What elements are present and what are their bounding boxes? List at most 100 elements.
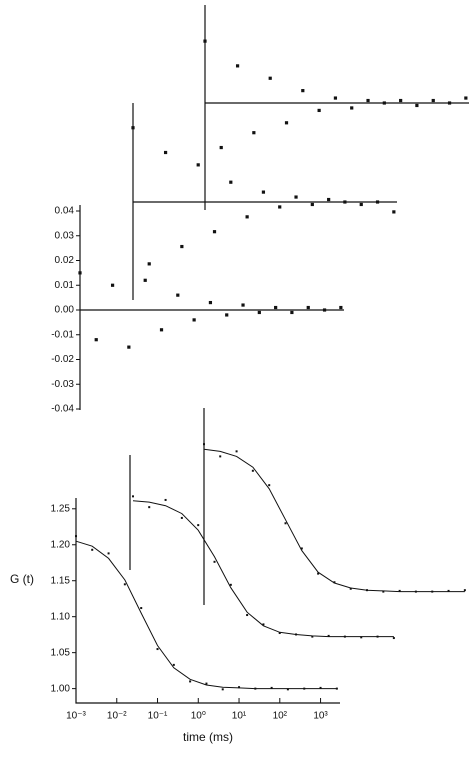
data-point	[392, 210, 396, 214]
x-tick-label: 10¹	[232, 711, 247, 722]
data-point	[317, 572, 320, 575]
data-point	[319, 686, 322, 689]
data-point	[203, 39, 207, 43]
data-point	[180, 244, 184, 249]
y-tick-label: -0.03	[51, 379, 74, 390]
data-point	[176, 293, 180, 297]
data-point	[376, 635, 379, 638]
y-axis-label: G (t)	[10, 572, 34, 586]
data-point	[189, 680, 192, 683]
data-point	[241, 303, 245, 307]
data-point	[131, 126, 135, 130]
data-point	[208, 300, 213, 305]
data-point	[382, 101, 386, 105]
y-tick-label: 1.20	[51, 539, 71, 550]
y-tick-label: 0.02	[55, 255, 75, 266]
data-point	[415, 103, 419, 108]
data-point	[392, 637, 395, 640]
data-point	[261, 190, 266, 194]
y-tick-label: 0.01	[55, 280, 75, 291]
data-point	[447, 589, 450, 592]
data-point	[172, 663, 175, 666]
data-point	[212, 230, 217, 234]
data-point	[252, 131, 256, 135]
data-point	[219, 145, 223, 150]
data-point	[322, 308, 327, 312]
data-point	[163, 150, 168, 155]
x-tick-label: 10³	[313, 711, 328, 722]
data-point	[317, 108, 321, 113]
y-tick-label: -0.01	[51, 329, 74, 340]
y-tick-label: 0.00	[55, 305, 75, 316]
data-point	[148, 506, 151, 509]
data-point	[306, 305, 310, 310]
data-point	[343, 635, 346, 638]
data-point	[91, 548, 94, 551]
data-point	[246, 614, 249, 617]
data-point	[294, 195, 298, 199]
data-point	[300, 547, 303, 550]
data-point	[156, 648, 159, 651]
data-point	[360, 636, 363, 639]
data-point	[268, 76, 272, 80]
fit-line	[75, 540, 337, 690]
data-point	[203, 443, 205, 446]
data-point	[262, 623, 265, 626]
y-tick-label: 0.03	[55, 230, 75, 241]
data-point	[213, 560, 216, 563]
data-point	[147, 262, 151, 266]
data-point	[278, 632, 281, 635]
data-point	[245, 215, 249, 219]
data-point	[78, 271, 82, 275]
data-point	[414, 590, 417, 593]
data-point	[132, 495, 134, 498]
data-point	[343, 200, 347, 204]
data-point	[284, 522, 287, 525]
data-point	[229, 583, 232, 586]
data-point	[143, 278, 147, 282]
data-point	[303, 687, 306, 690]
data-point	[123, 583, 126, 586]
data-point	[333, 96, 338, 100]
data-point	[333, 581, 336, 584]
data-point	[94, 338, 98, 342]
data-point	[107, 552, 110, 555]
data-point	[140, 607, 143, 610]
data-point	[229, 180, 233, 184]
data-point	[375, 200, 380, 204]
data-point	[350, 106, 354, 110]
data-point	[327, 197, 331, 202]
data-point	[225, 313, 229, 317]
data-point	[278, 205, 282, 209]
data-point	[192, 318, 196, 322]
data-point	[286, 688, 289, 691]
x-axis-label: time (ms)	[183, 730, 233, 744]
data-point	[274, 305, 278, 310]
data-point	[251, 469, 254, 472]
y-tick-label: 0.04	[55, 206, 75, 217]
data-point	[311, 635, 314, 638]
data-point	[254, 687, 257, 690]
data-point	[238, 686, 241, 689]
data-point	[310, 202, 314, 207]
x-tick-label: 10²	[273, 711, 288, 722]
data-point	[349, 587, 352, 590]
y-tick-label: 1.00	[51, 683, 71, 694]
data-point	[164, 498, 167, 501]
data-point	[447, 101, 452, 105]
x-tick-label: 10⁻¹	[148, 711, 168, 722]
data-point	[196, 163, 200, 167]
data-point	[339, 305, 343, 310]
fit-line	[132, 500, 394, 638]
data-point	[301, 89, 305, 93]
x-tick-label: 10⁻²	[107, 711, 127, 722]
y-tick-label: -0.04	[51, 404, 74, 415]
data-point	[221, 688, 224, 691]
data-point	[431, 98, 435, 103]
data-point	[335, 687, 338, 690]
y-tick-label: 1.25	[51, 503, 71, 514]
data-point	[235, 64, 240, 68]
y-tick-label: 1.10	[51, 611, 71, 622]
y-tick-label: -0.02	[51, 354, 74, 365]
